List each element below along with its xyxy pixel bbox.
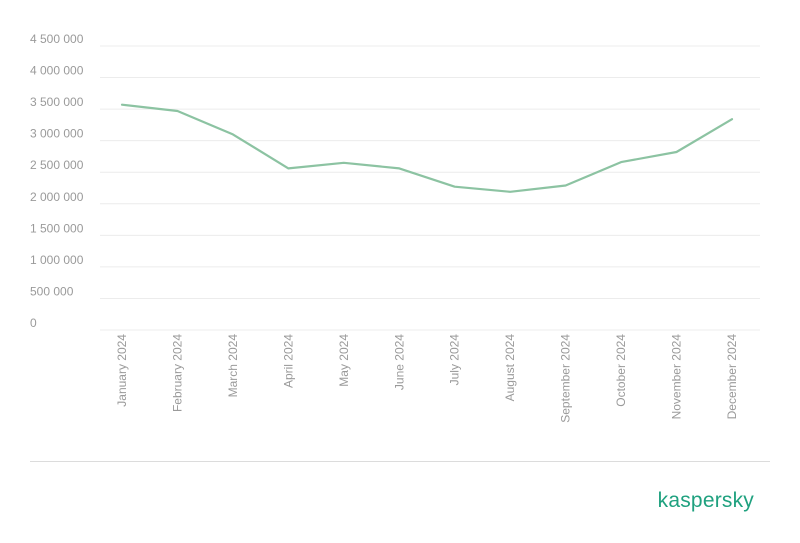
x-tick-label: November 2024 xyxy=(670,334,684,420)
footer-divider xyxy=(30,461,770,462)
y-tick-label: 4 500 000 xyxy=(30,32,84,46)
x-tick-label: July 2024 xyxy=(448,334,462,386)
x-axis-tick-labels: January 2024 February 2024 March 2024 April… xyxy=(115,334,739,423)
x-tick-label: October 2024 xyxy=(614,334,628,407)
y-tick-label: 500 000 xyxy=(30,284,74,298)
gridlines xyxy=(100,45,760,331)
y-tick-label: 2 500 000 xyxy=(30,158,84,172)
x-tick-label: August 2024 xyxy=(503,334,517,402)
x-tick-label: March 2024 xyxy=(226,334,240,398)
y-tick-label: 3 500 000 xyxy=(30,95,84,109)
x-tick-label: June 2024 xyxy=(392,334,406,390)
y-axis-tick-labels: 0 500 000 1 000 000 1 500 000 2 000 000 2 500… xyxy=(30,32,84,330)
y-tick-label: 1 500 000 xyxy=(30,221,84,235)
x-tick-label: May 2024 xyxy=(337,334,351,387)
y-tick-label: 1 000 000 xyxy=(30,253,84,267)
x-tick-label: January 2024 xyxy=(115,334,129,407)
x-tick-label: April 2024 xyxy=(281,334,295,388)
series-layer xyxy=(120,103,734,193)
y-tick-label: 2 000 000 xyxy=(30,190,84,204)
series-line xyxy=(120,103,734,193)
x-tick-label: September 2024 xyxy=(559,334,573,423)
y-tick-label: 4 000 000 xyxy=(30,64,84,78)
y-tick-label: 3 000 000 xyxy=(30,127,84,141)
y-tick-label: 0 xyxy=(30,316,37,330)
kaspersky-logo: kaspersky xyxy=(657,489,754,512)
line-chart: 0 500 000 1 000 000 1 500 000 2 000 000 2 500… xyxy=(30,32,760,423)
x-tick-label: December 2024 xyxy=(725,334,739,420)
x-tick-label: February 2024 xyxy=(170,334,184,412)
